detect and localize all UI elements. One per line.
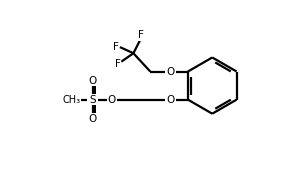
Text: F: F xyxy=(138,30,144,40)
Text: O: O xyxy=(108,95,116,105)
Text: CH₃: CH₃ xyxy=(62,95,81,105)
Text: O: O xyxy=(166,95,175,105)
Text: O: O xyxy=(166,67,175,77)
Text: O: O xyxy=(89,114,97,124)
Text: F: F xyxy=(113,42,119,52)
Text: S: S xyxy=(89,95,96,105)
Text: O: O xyxy=(89,76,97,85)
Text: F: F xyxy=(115,59,121,69)
